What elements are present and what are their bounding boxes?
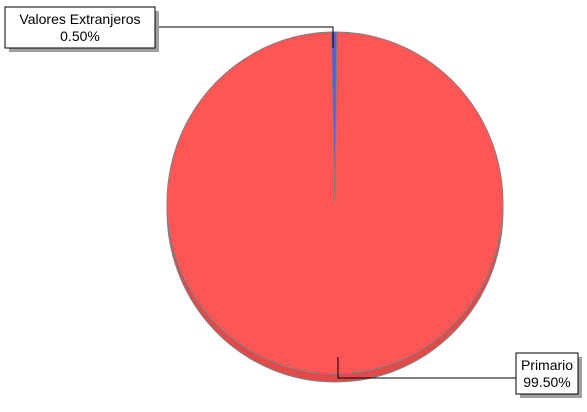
- callout-valores-extranjeros-leader-line: [155, 26, 334, 48]
- pie-slices: [166, 31, 504, 375]
- callout-valores-extranjeros-percent: 0.50%: [60, 28, 100, 44]
- callout-primario-leader-line: [337, 357, 516, 379]
- callout-primario-box: [515, 352, 579, 395]
- callout-valores-extranjeros-label: Valores Extranjeros: [19, 11, 140, 27]
- pie-slice-valores-extranjeros: [330, 31, 338, 204]
- callout-primario-percent: 99.50%: [523, 374, 570, 390]
- callout-valores-extranjeros-box: [4, 6, 156, 49]
- callout-primario-label: Primario: [521, 357, 573, 373]
